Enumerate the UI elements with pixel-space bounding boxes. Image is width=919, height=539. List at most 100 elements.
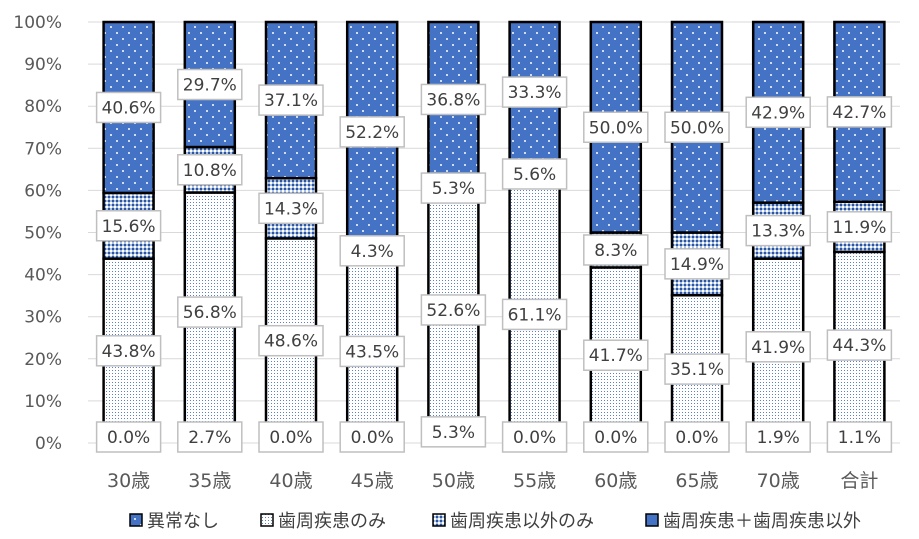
data-label: 44.3% [832,336,886,356]
data-labels: 0.0% 43.8% 15.6% 40.6% 2.7% 56.8% 10.8% 29.7% 0.… [95,68,893,453]
y-tick-label: 30% [24,308,62,328]
data-label-box [258,192,324,225]
legend-label: 異常なし [147,511,219,532]
data-label: 0.0% [513,428,556,448]
y-axis-ticks: 0% 10% 20% 30% 40% 50% 60% 70% 80% 90% 100% [13,13,62,454]
data-label: 50.0% [670,118,724,138]
data-label: 41.9% [751,338,805,358]
data-label: 61.1% [508,305,562,325]
data-label-box [420,172,487,204]
data-label-box [177,68,243,101]
data-label: 37.1% [264,91,318,111]
y-tick-label: 90% [24,55,62,75]
data-label-box [339,421,405,453]
legend-label: 歯周疾患＋歯周疾患以外 [663,511,861,532]
data-label: 0.0% [269,428,312,448]
legend-swatch [260,513,274,527]
data-label: 40.6% [102,98,156,118]
x-tick-label: 30歳 [107,470,150,492]
data-label-box [664,353,730,385]
data-label-box [664,248,730,280]
data-label-box [95,421,162,453]
data-label: 15.6% [102,217,156,237]
data-label: 43.8% [102,342,156,362]
data-label-box [501,298,568,331]
y-tick-label: 80% [24,97,62,117]
data-label-box [95,210,162,242]
y-tick-label: 0% [35,434,62,454]
x-axis-categories: 30歳 35歳 40歳 45歳 50歳 55歳 60歳 65歳 70歳 合計 [107,470,878,492]
legend-label: 歯周疾患のみ [278,511,386,532]
data-label-box [420,294,487,326]
data-label-box [95,335,162,367]
data-label: 52.6% [426,301,480,321]
y-tick-label: 10% [24,392,62,412]
data-label-box [745,421,811,453]
data-label-box [745,96,811,129]
data-label-box [826,329,893,361]
data-label-box [177,154,243,186]
legend-swatch [432,513,446,527]
x-tick-label: 55歳 [513,470,556,492]
data-label-box [664,111,730,143]
data-label-box [501,76,568,108]
data-label: 33.3% [508,83,562,103]
y-tick-label: 40% [24,266,62,286]
legend: 異常なし 歯周疾患のみ 歯周疾患以外のみ 歯周疾患＋歯周疾患以外 [129,511,861,532]
data-label-box [339,335,405,368]
x-tick-label: 45歳 [351,470,394,492]
data-label: 8.3% [594,241,637,261]
data-label: 35.1% [670,360,724,380]
data-label: 5.3% [432,423,475,443]
data-label: 2.7% [188,428,231,448]
x-tick-label: 合計 [840,470,878,492]
data-label-box [501,421,568,453]
data-label-box [420,83,487,116]
legend-swatch [129,513,143,527]
x-tick-label: 60歳 [594,470,637,492]
x-tick-label: 40歳 [269,470,312,492]
data-label-box [583,339,649,371]
data-label: 14.9% [670,255,724,275]
data-label: 10.8% [183,161,237,181]
data-label-box [745,214,811,247]
data-label: 42.9% [751,103,805,123]
data-label: 41.7% [589,346,643,366]
x-tick-label: 35歳 [188,470,231,492]
data-label: 52.2% [345,123,399,143]
data-label-box [339,235,405,267]
data-label-box [95,91,162,124]
data-label-box [745,331,811,363]
data-label: 0.0% [675,428,718,448]
x-tick-label: 65歳 [675,470,718,492]
data-label-box [583,111,649,143]
data-label-box [177,296,243,328]
data-label: 48.6% [264,332,318,352]
data-label: 1.1% [838,428,881,448]
data-label: 0.0% [594,428,637,448]
data-label: 43.5% [345,342,399,362]
data-label-box [664,421,730,453]
x-tick-label: 70歳 [757,470,800,492]
data-label-box [258,421,324,453]
data-label: 50.0% [589,118,643,138]
data-label-box [583,234,649,266]
data-label: 29.7% [183,76,237,96]
data-label-box [583,421,649,453]
y-tick-label: 100% [13,13,62,33]
y-tick-label: 70% [24,139,62,159]
data-label-box [826,211,893,243]
data-label: 0.0% [351,428,394,448]
data-label: 0.0% [107,428,150,448]
legend-label: 歯周疾患以外のみ [450,511,594,532]
legend-swatch [645,513,659,527]
x-tick-label: 50歳 [432,470,475,492]
data-label: 5.6% [513,165,556,185]
data-label-box [177,421,243,453]
y-tick-label: 20% [24,350,62,370]
y-tick-label: 50% [24,224,62,244]
data-label-box [420,416,487,448]
data-label: 11.9% [832,218,886,238]
data-label: 14.3% [264,199,318,219]
